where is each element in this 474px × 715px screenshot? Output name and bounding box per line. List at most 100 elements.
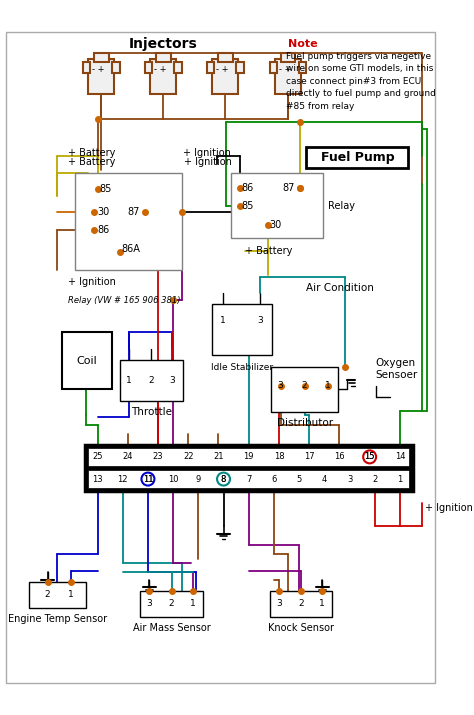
Text: 13: 13 xyxy=(92,475,103,483)
Text: + Ignition: + Ignition xyxy=(182,148,230,158)
Text: 2: 2 xyxy=(45,590,50,599)
Text: Note: Note xyxy=(288,39,318,49)
Text: Relay (VW # 165 906 381): Relay (VW # 165 906 381) xyxy=(68,296,181,305)
Text: Coil: Coil xyxy=(76,356,97,366)
Text: 86: 86 xyxy=(241,183,254,193)
Text: 8: 8 xyxy=(221,475,226,483)
Text: 1: 1 xyxy=(190,599,196,608)
Bar xyxy=(88,448,409,466)
Text: 30: 30 xyxy=(269,220,281,230)
Bar xyxy=(270,591,332,617)
Text: - +: - + xyxy=(92,65,105,74)
Bar xyxy=(236,62,244,73)
Text: Air Condition: Air Condition xyxy=(307,282,374,292)
Text: 87: 87 xyxy=(128,207,140,217)
Text: 1: 1 xyxy=(325,381,331,390)
Text: 3: 3 xyxy=(278,381,283,390)
Bar xyxy=(75,173,182,270)
Bar xyxy=(270,62,277,73)
Bar xyxy=(112,62,120,73)
Text: Knock Sensor: Knock Sensor xyxy=(268,623,334,633)
Text: + Battery: + Battery xyxy=(68,148,115,158)
Text: - +: - + xyxy=(216,65,228,74)
Text: 1: 1 xyxy=(68,590,73,599)
Text: 24: 24 xyxy=(123,453,133,461)
Bar xyxy=(281,53,295,62)
Text: 30: 30 xyxy=(97,207,109,217)
Bar xyxy=(299,62,307,73)
Text: - +: - + xyxy=(279,65,292,74)
Bar xyxy=(62,332,112,390)
Text: 15: 15 xyxy=(365,453,375,461)
Bar xyxy=(307,147,408,167)
Text: 1: 1 xyxy=(126,375,132,385)
Text: + Battery: + Battery xyxy=(68,157,115,167)
Bar xyxy=(212,59,238,94)
Text: 12: 12 xyxy=(118,475,128,483)
Bar xyxy=(83,62,90,73)
Text: 86A: 86A xyxy=(121,244,140,254)
Text: 19: 19 xyxy=(244,453,254,461)
Bar xyxy=(150,59,176,94)
Text: Engine Temp Sensor: Engine Temp Sensor xyxy=(8,613,108,623)
Text: Fuel pump triggers via negetive
wire on some GTI models, in this
case connect pi: Fuel pump triggers via negetive wire on … xyxy=(286,52,436,111)
Text: 11: 11 xyxy=(143,475,153,483)
Text: 5: 5 xyxy=(296,475,302,483)
Bar xyxy=(88,59,114,94)
Text: 4: 4 xyxy=(322,475,327,483)
Text: 10: 10 xyxy=(168,475,178,483)
Text: 9: 9 xyxy=(196,475,201,483)
Text: 2: 2 xyxy=(169,599,174,608)
Text: 85: 85 xyxy=(241,202,254,212)
Text: Throttle: Throttle xyxy=(131,407,172,417)
Text: Air Mass Sensor: Air Mass Sensor xyxy=(133,623,210,633)
Text: 11: 11 xyxy=(143,475,153,483)
Text: 86: 86 xyxy=(97,225,109,235)
Text: Injectors: Injectors xyxy=(129,36,198,51)
Text: 1: 1 xyxy=(397,475,402,483)
Bar xyxy=(174,62,182,73)
Text: 14: 14 xyxy=(395,453,405,461)
Text: 8: 8 xyxy=(221,475,226,483)
Text: 25: 25 xyxy=(92,453,103,461)
Bar xyxy=(272,368,338,412)
Text: 21: 21 xyxy=(213,453,224,461)
Text: 3: 3 xyxy=(170,375,175,385)
Bar xyxy=(156,53,171,62)
Bar xyxy=(120,360,182,401)
Bar xyxy=(94,53,109,62)
Text: 23: 23 xyxy=(153,453,164,461)
Text: 87: 87 xyxy=(283,183,295,193)
Text: 3: 3 xyxy=(347,475,352,483)
Text: + Ignition: + Ignition xyxy=(184,157,232,167)
Text: 2: 2 xyxy=(372,475,377,483)
Text: 15: 15 xyxy=(365,453,375,461)
Text: + Battery: + Battery xyxy=(245,246,292,256)
Text: 7: 7 xyxy=(246,475,251,483)
Bar xyxy=(207,62,214,73)
Text: 22: 22 xyxy=(183,453,193,461)
Text: 85: 85 xyxy=(100,184,112,194)
Text: + Ignition: + Ignition xyxy=(68,277,116,287)
Text: 1: 1 xyxy=(319,599,325,608)
Bar xyxy=(231,173,323,238)
Text: Idle Stabilizer: Idle Stabilizer xyxy=(211,363,273,372)
Text: 3: 3 xyxy=(146,599,152,608)
Text: 18: 18 xyxy=(273,453,284,461)
Text: Distributor: Distributor xyxy=(277,418,333,428)
Text: 3: 3 xyxy=(257,317,263,325)
Bar xyxy=(29,582,86,608)
Text: Oxygen
Sensoer: Oxygen Sensoer xyxy=(376,358,418,380)
Text: 2: 2 xyxy=(148,375,154,385)
Bar xyxy=(275,59,301,94)
Text: 1: 1 xyxy=(220,317,226,325)
Text: 17: 17 xyxy=(304,453,314,461)
Bar xyxy=(88,470,409,488)
Text: Fuel Pump: Fuel Pump xyxy=(320,151,394,164)
Text: 3: 3 xyxy=(276,599,282,608)
Text: + Ignition: + Ignition xyxy=(425,503,473,513)
Text: 2: 2 xyxy=(302,381,308,390)
Text: Relay: Relay xyxy=(328,202,355,212)
Bar xyxy=(140,591,203,617)
Bar xyxy=(218,53,233,62)
